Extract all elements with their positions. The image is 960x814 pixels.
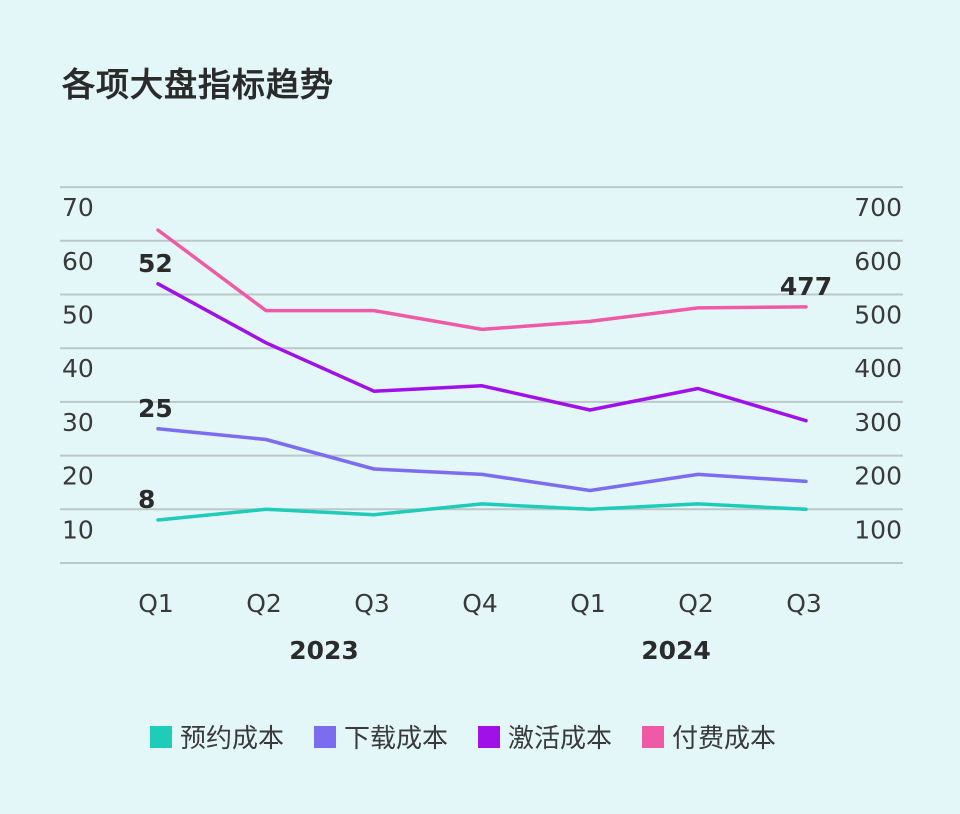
y-left-tick-label: 20 (62, 462, 94, 491)
data-label: 8 (138, 485, 155, 514)
x-tick-label: Q3 (354, 589, 390, 618)
legend-label: 激活成本 (508, 724, 613, 754)
y-left-tick-label: 40 (62, 354, 94, 383)
y-left-tick-label: 50 (62, 301, 94, 330)
legend-item[interactable]: 下载成本 (314, 718, 448, 755)
y-left-tick-label: 10 (62, 515, 94, 544)
legend-swatch (150, 725, 172, 748)
legend-label: 付费成本 (672, 724, 777, 754)
data-label: 52 (138, 249, 173, 278)
y-right-tick-label: 600 (854, 247, 902, 276)
data-label: 25 (138, 394, 173, 423)
y-right-tick-label: 300 (854, 408, 902, 437)
y-right-tick-label: 700 (854, 193, 902, 222)
legend-swatch (314, 725, 337, 748)
y-right-tick-label: 400 (854, 354, 902, 383)
legend-swatch (478, 725, 501, 748)
legend-label: 预约成本 (180, 724, 285, 754)
year-group-label: 2024 (641, 636, 711, 665)
year-group-label: 2023 (289, 636, 359, 665)
legend-label: 下载成本 (344, 724, 449, 754)
legend: 预约成本 下载成本 激活成本 付费成本 (150, 718, 806, 755)
x-tick-label: Q1 (570, 589, 606, 618)
y-left-tick-label: 60 (62, 247, 94, 276)
x-tick-label: Q2 (246, 589, 282, 618)
x-tick-label: Q2 (678, 589, 714, 618)
chart-title: 各项大盘指标趋势 (62, 65, 334, 104)
y-right-tick-label: 200 (854, 462, 902, 491)
y-right-tick-label: 500 (854, 301, 902, 330)
x-tick-label: Q1 (138, 589, 174, 618)
legend-item[interactable]: 预约成本 (150, 718, 284, 755)
series-line (156, 282, 808, 423)
x-tick-label: Q3 (786, 589, 822, 618)
legend-swatch (642, 725, 665, 748)
x-tick-label: Q4 (462, 589, 498, 618)
y-left-tick-label: 70 (62, 193, 94, 222)
data-label: 477 (780, 272, 832, 301)
series-line (156, 427, 808, 493)
series-line (156, 502, 808, 522)
y-left-tick-label: 30 (62, 408, 94, 437)
legend-item[interactable]: 激活成本 (478, 718, 612, 755)
series-line (156, 228, 808, 332)
legend-item[interactable]: 付费成本 (642, 718, 776, 755)
line-chart: 10 20 30 40 50 60 70 100 200 300 400 500 600 700 Q1 Q2 Q… (60, 186, 903, 665)
y-right-tick-label: 100 (854, 515, 902, 544)
